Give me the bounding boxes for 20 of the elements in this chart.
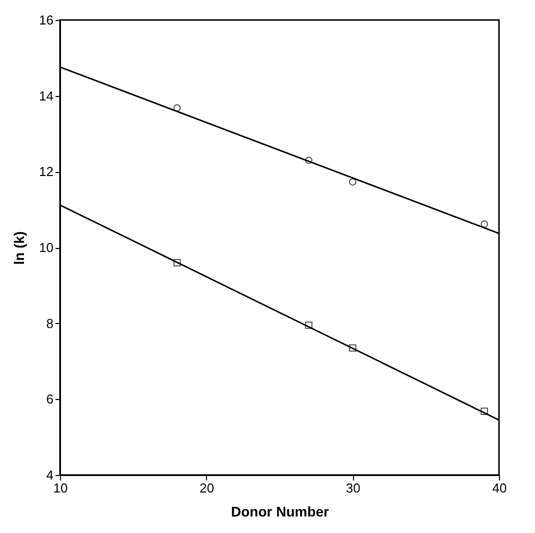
point	[349, 178, 356, 186]
point	[305, 156, 312, 164]
point	[480, 408, 488, 415]
y-tick-label: 6	[46, 392, 54, 407]
y-axis-title: ln (k)	[11, 231, 28, 265]
point	[349, 344, 356, 352]
x-tick-label: 40	[492, 480, 507, 496]
y-tick-label: 10	[39, 240, 54, 255]
point	[173, 259, 181, 266]
y-tick-label: 12	[39, 164, 54, 180]
y-tick-label: 14	[39, 88, 54, 104]
y-tick-label: 4	[46, 468, 54, 482]
y-tick-label: 8	[46, 316, 54, 331]
x-tick-label: 20	[200, 480, 214, 496]
x-tick-label: 30	[346, 480, 360, 496]
y-tick-label: 16	[39, 12, 54, 28]
point	[480, 220, 488, 228]
point	[305, 322, 312, 329]
point	[173, 104, 181, 112]
x-axis-title: Donor Number	[231, 504, 330, 520]
